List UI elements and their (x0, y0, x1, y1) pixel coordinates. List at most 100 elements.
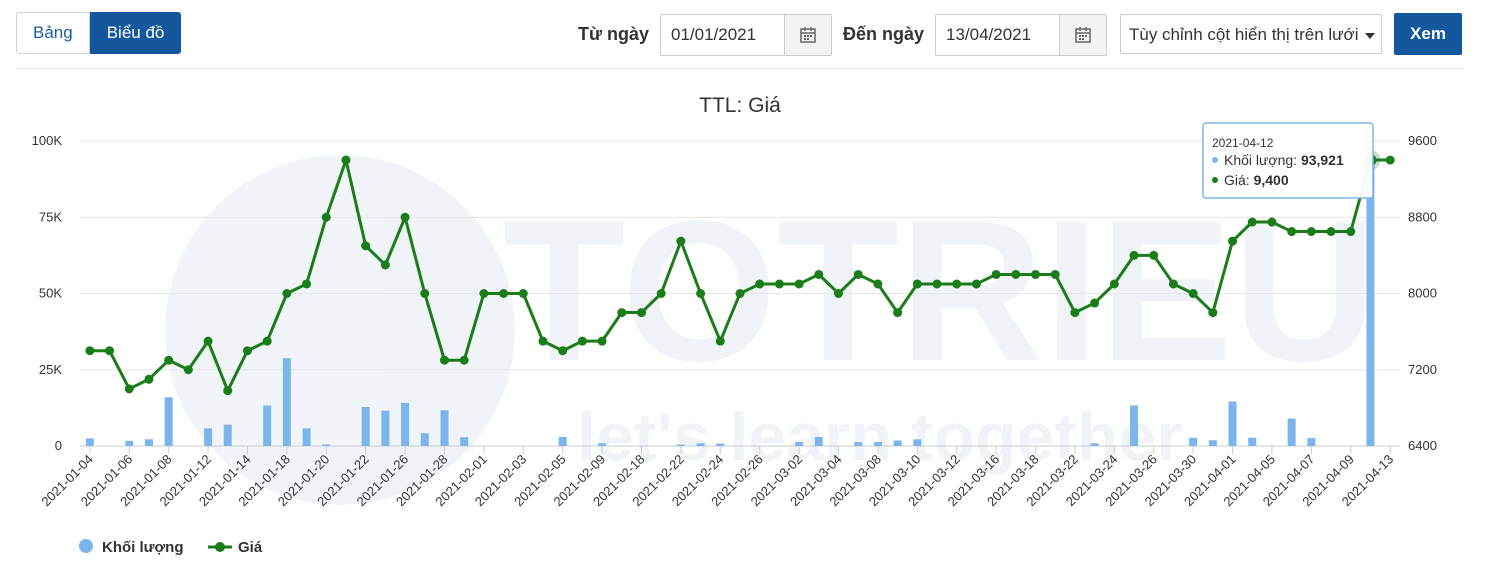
price-point[interactable] (617, 308, 627, 318)
price-point[interactable] (1050, 269, 1060, 279)
volume-bar[interactable] (302, 428, 311, 446)
price-point[interactable] (1267, 217, 1277, 227)
price-point[interactable] (1070, 308, 1080, 318)
volume-bar[interactable] (420, 433, 429, 446)
volume-bar[interactable] (440, 410, 449, 446)
price-point[interactable] (361, 241, 371, 251)
volume-bar[interactable] (85, 438, 94, 446)
price-point[interactable] (380, 260, 390, 270)
volume-bar[interactable] (696, 443, 705, 446)
volume-bar[interactable] (716, 443, 725, 446)
volume-bar[interactable] (873, 442, 882, 446)
price-point[interactable] (1109, 279, 1119, 289)
volume-bar[interactable] (164, 397, 173, 446)
price-point[interactable] (696, 289, 706, 298)
price-point[interactable] (1031, 269, 1041, 279)
tab-chart[interactable]: Biểu đồ (89, 12, 182, 54)
price-point[interactable] (223, 386, 233, 396)
tab-table[interactable]: Bảng (16, 12, 90, 54)
price-point[interactable] (538, 336, 548, 346)
volume-bar[interactable] (893, 440, 902, 446)
price-point[interactable] (735, 289, 745, 298)
volume-bar[interactable] (381, 410, 390, 446)
price-point[interactable] (853, 269, 863, 279)
view-button[interactable]: Xem (1394, 13, 1462, 55)
volume-bar[interactable] (125, 440, 134, 446)
price-point[interactable] (1149, 250, 1159, 260)
volume-bar[interactable] (204, 428, 213, 446)
price-point[interactable] (183, 365, 193, 375)
volume-bar[interactable] (676, 444, 685, 446)
price-point[interactable] (1011, 269, 1021, 279)
volume-bar[interactable] (1287, 418, 1296, 446)
from-date-field[interactable]: 01/01/2021 (660, 14, 832, 56)
volume-bar[interactable] (322, 444, 331, 446)
volume-bar[interactable] (460, 437, 469, 446)
price-point[interactable] (676, 236, 686, 246)
volume-bar[interactable] (1228, 401, 1237, 446)
price-point[interactable] (144, 374, 154, 384)
to-date-value[interactable]: 13/04/2021 (946, 25, 1032, 44)
price-point[interactable] (302, 279, 312, 289)
price-point[interactable] (597, 336, 607, 346)
price-point[interactable] (203, 336, 213, 346)
volume-bar[interactable] (814, 436, 823, 446)
price-point[interactable] (636, 308, 646, 318)
from-date-value[interactable]: 01/01/2021 (671, 25, 757, 44)
price-point[interactable] (991, 269, 1001, 279)
price-point[interactable] (932, 279, 942, 289)
price-point[interactable] (439, 355, 449, 365)
price-point[interactable] (518, 289, 528, 298)
volume-bar[interactable] (282, 358, 291, 446)
price-point[interactable] (755, 279, 765, 289)
calendar-icon[interactable] (1059, 15, 1106, 55)
price-point[interactable] (912, 279, 922, 289)
volume-bar[interactable] (1248, 437, 1257, 446)
legend-item-price[interactable]: Giá (208, 539, 263, 556)
price-point[interactable] (1306, 227, 1316, 237)
price-point[interactable] (85, 346, 95, 356)
price-point[interactable] (400, 212, 410, 222)
price-point[interactable] (459, 355, 469, 365)
volume-bar[interactable] (854, 442, 863, 446)
volume-bar[interactable] (223, 424, 232, 446)
legend-item-volume[interactable]: Khối lượng (79, 539, 184, 556)
volume-bar[interactable] (401, 402, 410, 446)
price-point[interactable] (242, 346, 252, 356)
price-point[interactable] (1287, 227, 1297, 237)
price-point[interactable] (656, 289, 666, 298)
volume-bar[interactable] (361, 406, 370, 446)
price-point[interactable] (814, 269, 824, 279)
volume-bar[interactable] (1307, 438, 1316, 446)
volume-bar[interactable] (1208, 440, 1217, 446)
price-point[interactable] (1247, 217, 1257, 227)
price-point[interactable] (834, 289, 844, 298)
price-point[interactable] (1188, 289, 1198, 298)
price-point[interactable] (1228, 236, 1238, 246)
price-point[interactable] (1326, 227, 1336, 237)
price-point[interactable] (1208, 308, 1218, 318)
price-point[interactable] (105, 346, 115, 356)
volume-bar[interactable] (913, 439, 922, 446)
price-point[interactable] (479, 289, 489, 298)
to-date-field[interactable]: 13/04/2021 (935, 14, 1107, 56)
price-point[interactable] (164, 355, 174, 365)
price-point[interactable] (420, 289, 430, 298)
price-point[interactable] (341, 155, 351, 165)
price-point[interactable] (499, 289, 509, 298)
price-point[interactable] (282, 289, 292, 298)
price-point[interactable] (577, 336, 587, 346)
volume-bar[interactable] (1090, 443, 1099, 446)
volume-bar[interactable] (1130, 405, 1139, 446)
price-point[interactable] (774, 279, 784, 289)
price-point[interactable] (1385, 155, 1395, 165)
volume-bar[interactable] (598, 443, 607, 446)
price-point[interactable] (1168, 279, 1178, 289)
columns-select[interactable]: Tùy chỉnh cột hiển thị trên lưới (1120, 14, 1382, 54)
price-point[interactable] (715, 336, 725, 346)
price-point[interactable] (1346, 227, 1356, 237)
price-point[interactable] (558, 346, 568, 356)
price-point[interactable] (1129, 250, 1139, 260)
price-point[interactable] (952, 279, 962, 289)
volume-bar[interactable] (558, 436, 567, 446)
